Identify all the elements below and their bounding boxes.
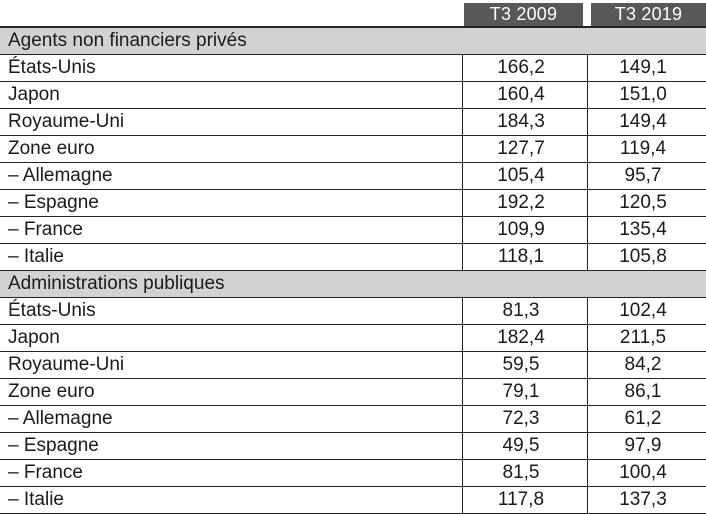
value-2019: 149,4 [587,109,706,135]
header-spacer [0,0,462,26]
section-header-administrations-publiques: Administrations publiques [0,271,706,298]
section-header-agents-non-financiers-prives: Agents non financiers privés [0,28,706,55]
value-2019: 100,4 [587,460,706,486]
table-row-royaume-uni: Royaume-Uni 184,3 149,4 [0,109,706,136]
table-row-etats-unis: États-Unis 166,2 149,1 [0,55,706,82]
row-label: – Italie [8,246,64,267]
value-2009: 79,1 [462,379,587,405]
table-row-espagne: – Espagne 192,2 120,5 [0,190,706,217]
row-label: Zone euro [8,138,95,159]
row-label: États-Unis [8,57,96,78]
row-label: – Espagne [8,192,99,213]
row-label: Zone euro [8,381,95,402]
value-2019: 149,1 [587,55,706,81]
value-2019: 95,7 [587,163,706,189]
table-row-italie: – Italie 117,8 137,3 [0,487,706,514]
value-2019: 61,2 [587,406,706,432]
row-label: Japon [8,84,60,105]
value-2009: 117,8 [462,487,587,513]
value-2019: 86,1 [587,379,706,405]
value-2009: 105,4 [462,163,587,189]
table-row-japon: Japon 182,4 211,5 [0,325,706,352]
value-2019: 105,8 [587,244,706,270]
value-2009: 182,4 [462,325,587,351]
value-2019: 97,9 [587,433,706,459]
value-2009: 192,2 [462,190,587,216]
value-2009: 72,3 [462,406,587,432]
value-2009: 49,5 [462,433,587,459]
row-label: États-Unis [8,300,96,321]
table-row-italie: – Italie 118,1 105,8 [0,244,706,271]
value-2009: 81,5 [462,460,587,486]
value-2009: 118,1 [462,244,587,270]
row-label: – France [8,462,83,483]
table-row-zone-euro: Zone euro 127,7 119,4 [0,136,706,163]
row-label: Royaume-Uni [8,111,125,132]
table-row-zone-euro: Zone euro 79,1 86,1 [0,379,706,406]
column-header-t3-2009: T3 2009 [462,0,587,26]
value-2019: 119,4 [587,136,706,162]
table-row-france: – France 109,9 135,4 [0,217,706,244]
row-label: – Italie [8,489,64,510]
value-2009: 184,3 [462,109,587,135]
table-row-royaume-uni: Royaume-Uni 59,5 84,2 [0,352,706,379]
value-2009: 166,2 [462,55,587,81]
row-label: – France [8,219,83,240]
value-2019: 211,5 [587,325,706,351]
value-2019: 120,5 [587,190,706,216]
value-2009: 59,5 [462,352,587,378]
value-2009: 127,7 [462,136,587,162]
column-header-t3-2019: T3 2019 [587,0,706,26]
table-row-allemagne: – Allemagne 72,3 61,2 [0,406,706,433]
value-2019: 137,3 [587,487,706,513]
value-2019: 84,2 [587,352,706,378]
value-2019: 135,4 [587,217,706,243]
value-2009: 109,9 [462,217,587,243]
row-label: Japon [8,327,60,348]
table-header-row: T3 2009 T3 2019 [0,0,706,28]
row-label: – Espagne [8,435,99,456]
row-label: Royaume-Uni [8,354,125,375]
table-row-etats-unis: États-Unis 81,3 102,4 [0,298,706,325]
value-2019: 151,0 [587,82,706,108]
row-label: – Allemagne [8,165,113,186]
table-row-france: – France 81,5 100,4 [0,460,706,487]
value-2019: 102,4 [587,298,706,324]
table-row-allemagne: – Allemagne 105,4 95,7 [0,163,706,190]
row-label: – Allemagne [8,408,113,429]
table-row-japon: Japon 160,4 151,0 [0,82,706,109]
table-row-espagne: – Espagne 49,5 97,9 [0,433,706,460]
value-2009: 81,3 [462,298,587,324]
value-2009: 160,4 [462,82,587,108]
